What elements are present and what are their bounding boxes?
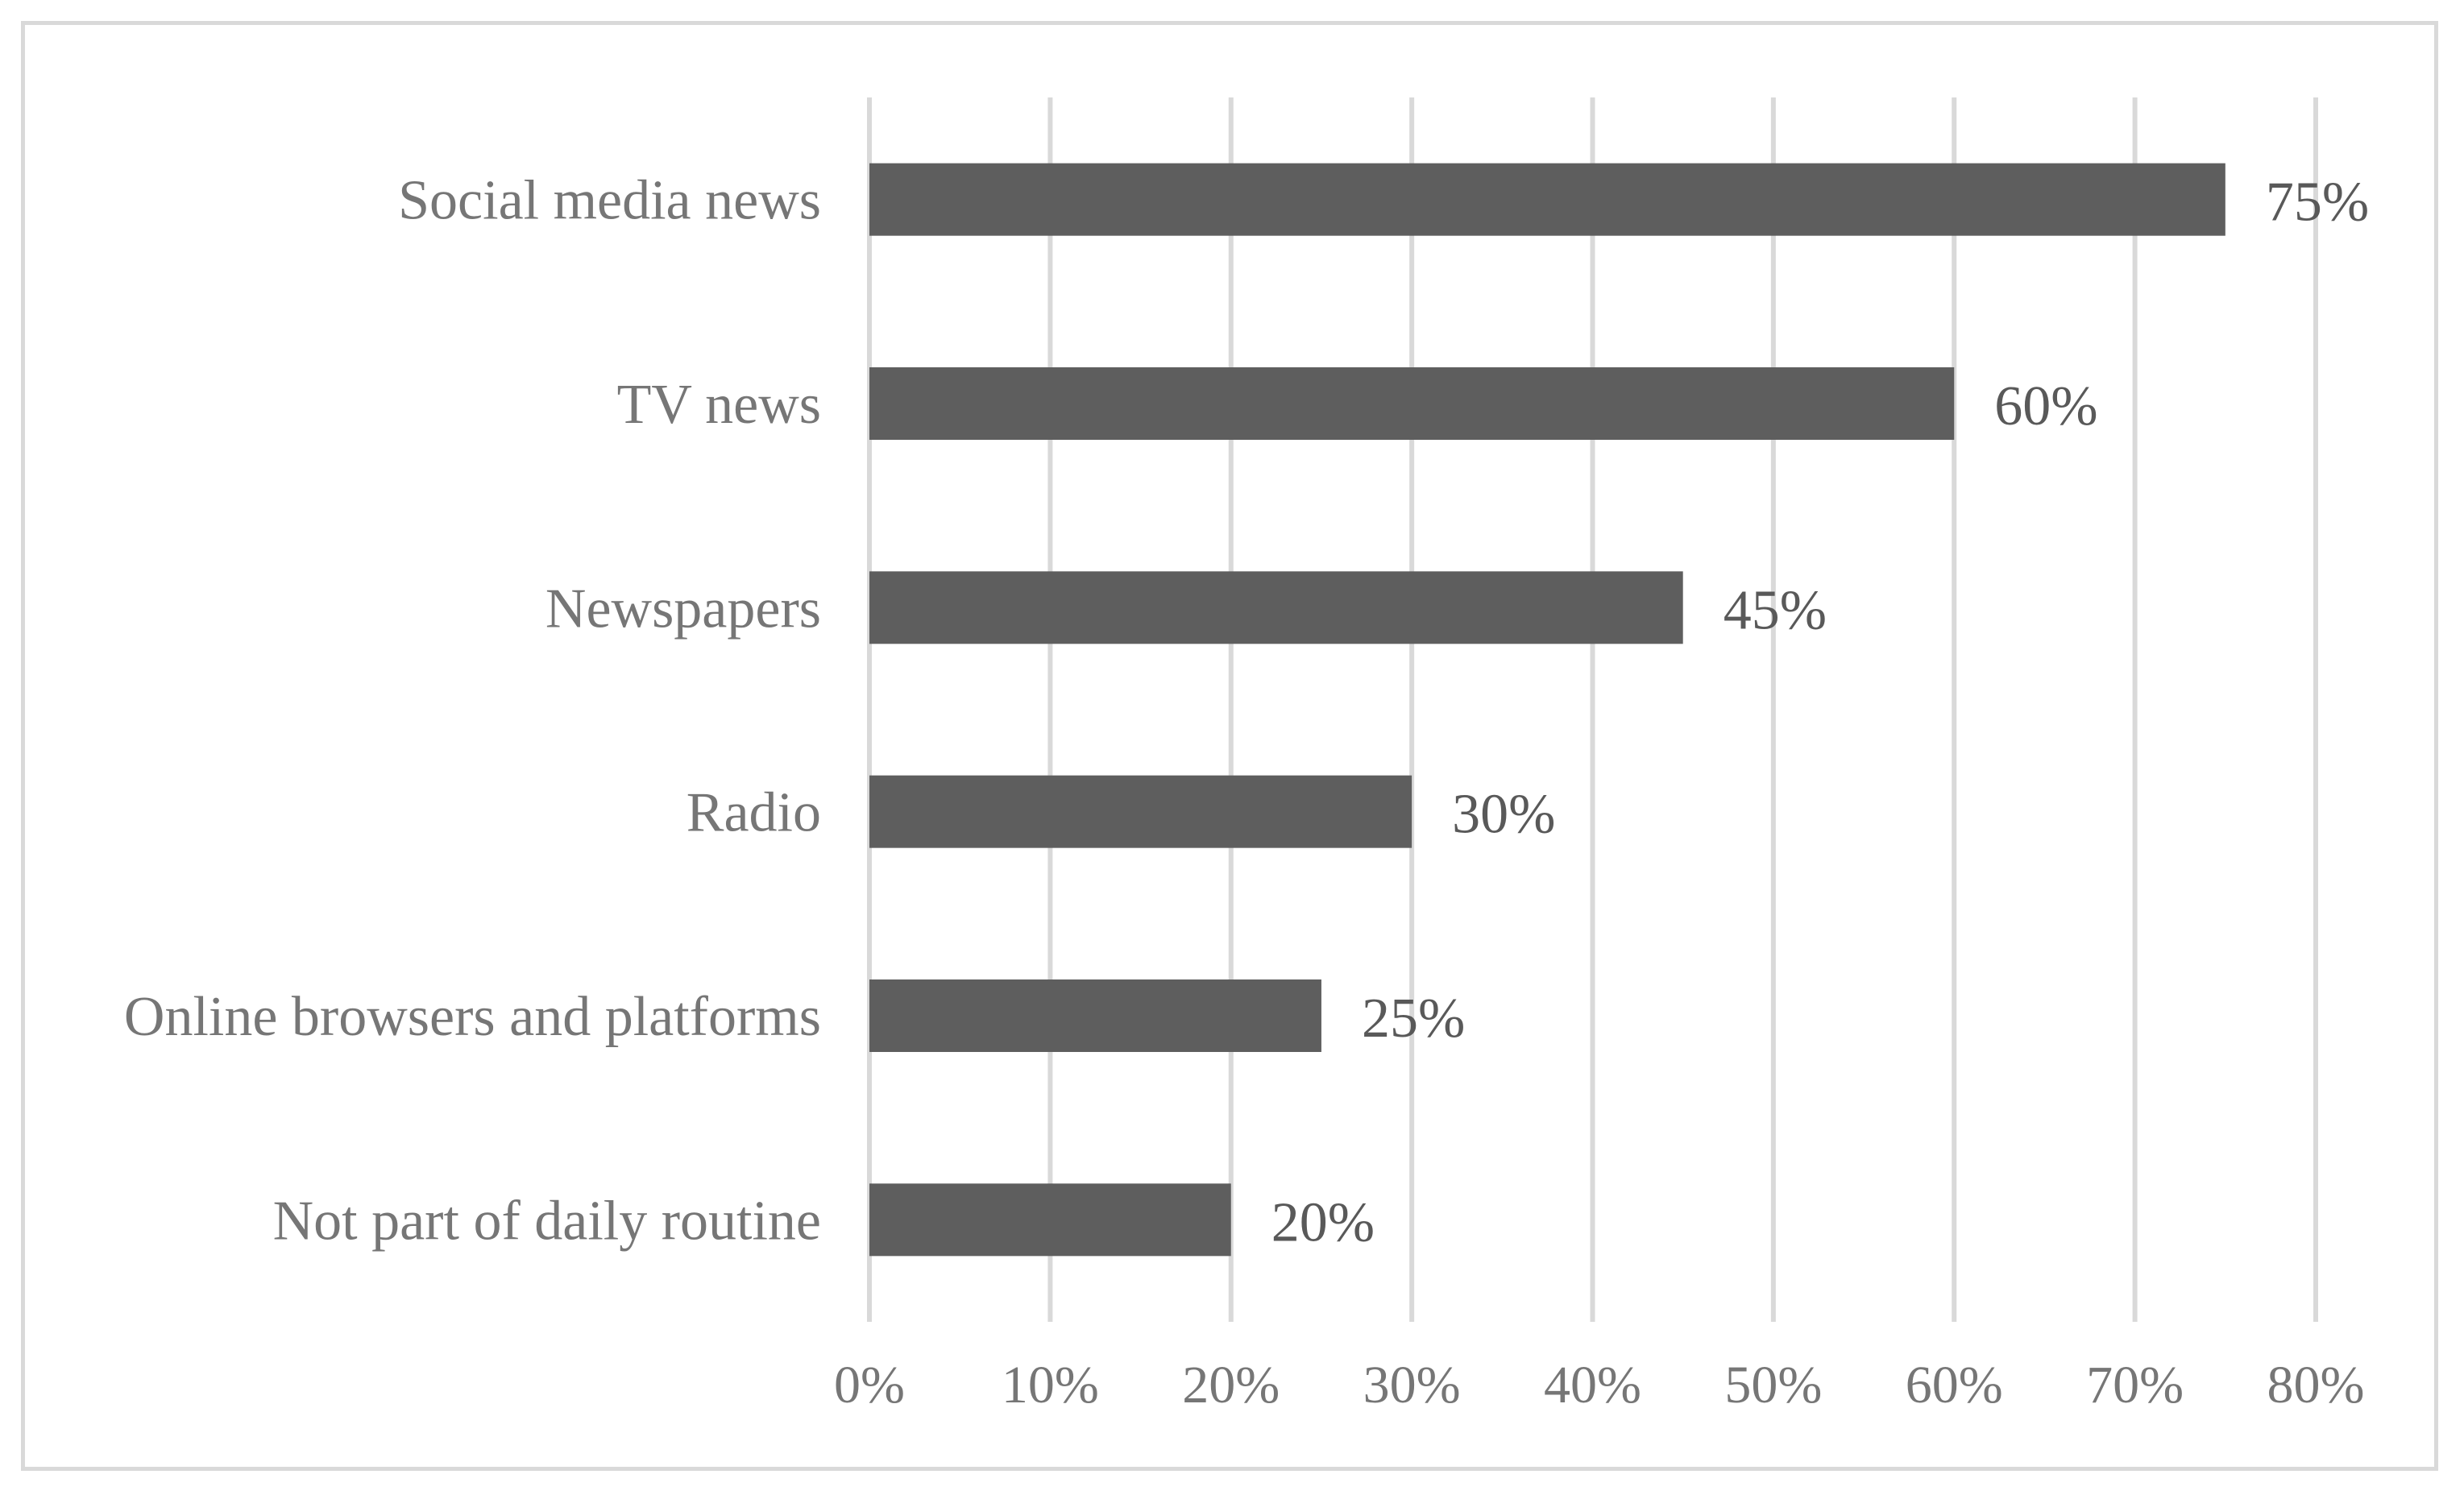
- x-tick-label: 10%: [1002, 1356, 1099, 1414]
- x-tick-label: 20%: [1182, 1356, 1280, 1414]
- x-tick-label: 40%: [1544, 1356, 1641, 1414]
- data-label: 45%: [1724, 579, 1827, 641]
- category-label: TV news: [617, 374, 821, 436]
- data-label: 20%: [1271, 1191, 1375, 1253]
- category-label: Not part of daily routine: [273, 1190, 821, 1252]
- data-labels: 75% 60% 45% 30% 25% 20%: [1271, 172, 2369, 1254]
- category-label: Online browsers and platforms: [124, 986, 821, 1048]
- category-label: Newspapers: [545, 578, 821, 640]
- x-tick-label: 60%: [1906, 1356, 2003, 1414]
- bar: [869, 1183, 1231, 1257]
- x-tick-label: 0%: [834, 1356, 905, 1414]
- x-tick-label: 70%: [2086, 1356, 2184, 1414]
- data-label: 75%: [2266, 172, 2369, 234]
- data-label: 30%: [1452, 784, 1555, 846]
- bars: [869, 163, 2225, 1257]
- data-label: 25%: [1362, 988, 1465, 1050]
- bar: [869, 367, 1955, 440]
- gridlines: [867, 97, 2318, 1322]
- bar: [869, 775, 1412, 848]
- x-tick-label: 50%: [1724, 1356, 1822, 1414]
- x-tick-label: 80%: [2267, 1356, 2365, 1414]
- category-label: Social media news: [398, 170, 821, 232]
- data-label: 60%: [1994, 375, 2097, 437]
- category-labels: Social media news TV news Newspapers Radio O…: [124, 170, 821, 1253]
- bar: [869, 163, 2225, 236]
- category-label: Radio: [687, 782, 821, 844]
- chart-frame: Social media news TV news Newspapers Radio O…: [21, 21, 2438, 1471]
- bar: [869, 571, 1683, 644]
- bar-chart: Social media news TV news Newspapers Radio O…: [124, 97, 2369, 1414]
- bar: [869, 979, 1321, 1052]
- x-tick-label: 30%: [1363, 1356, 1461, 1414]
- x-axis-tick-labels: 0% 10% 20% 30% 40% 50% 60% 70% 80%: [834, 1356, 2364, 1414]
